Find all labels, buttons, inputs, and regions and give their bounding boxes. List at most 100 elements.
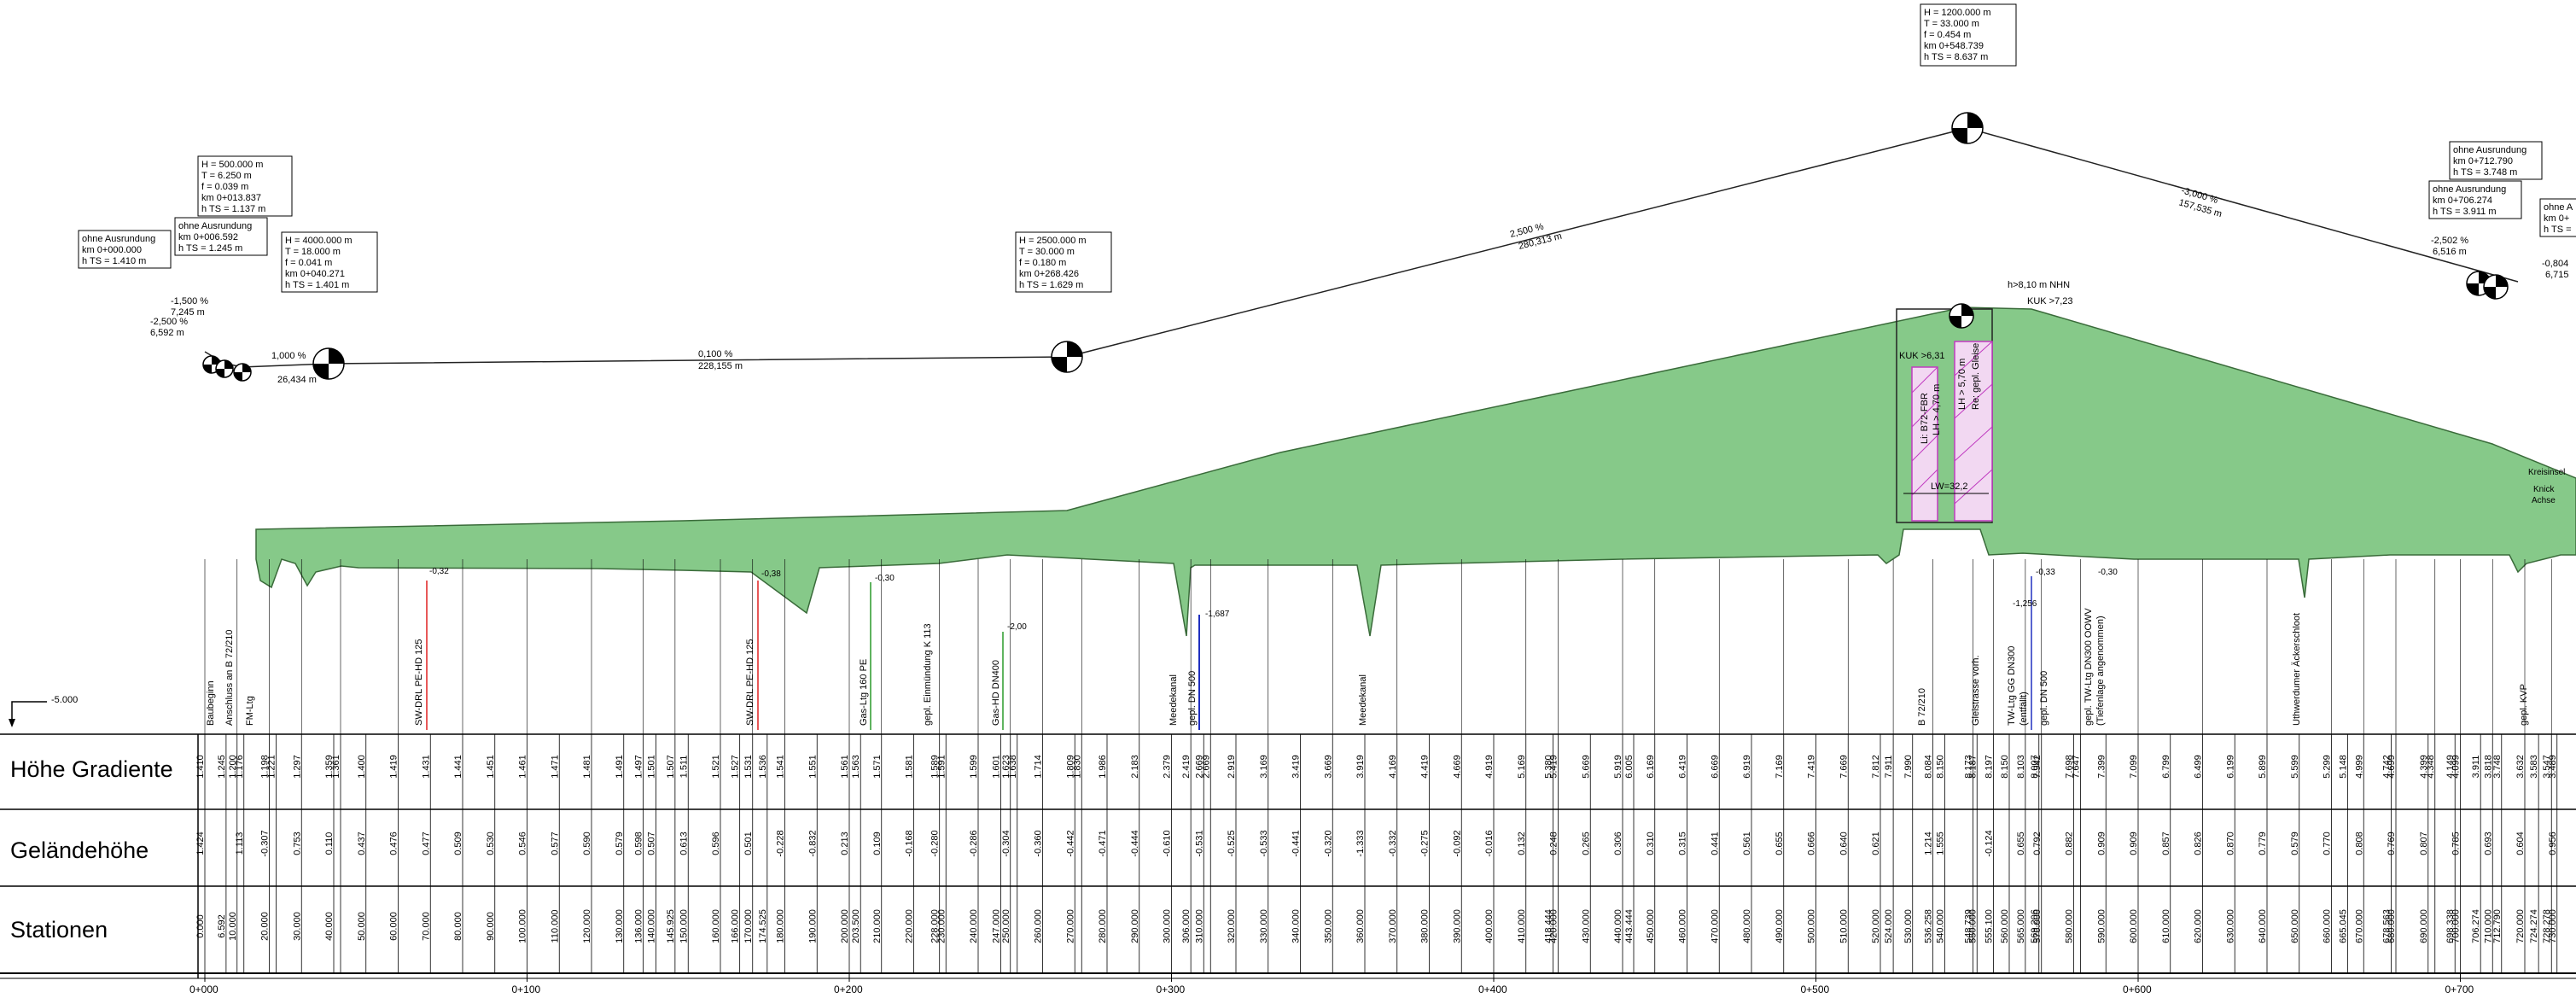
terrain-value: -0.332 bbox=[1388, 830, 1398, 856]
terrain-value: 0.753 bbox=[292, 832, 302, 855]
grade-label-1-pct: -1,500 % bbox=[171, 296, 208, 306]
terrain-value: -0.280 bbox=[930, 830, 941, 856]
crossing-label: Uthwerdumer Äckerschloot bbox=[2292, 613, 2302, 726]
terrain-value: 0.437 bbox=[357, 832, 367, 855]
crossing-label: gepl. TW-Ltg DN300 OOWV bbox=[2084, 608, 2094, 726]
gradient-value: 7.812 bbox=[1871, 755, 1881, 779]
gradient-value: 3.632 bbox=[2515, 755, 2526, 779]
no-curve-box-3: ohne Ausrundung km 0+712.790 h TS = 3.74… bbox=[2449, 141, 2543, 180]
station-value: 110.000 bbox=[550, 910, 560, 943]
station-value: 140.000 bbox=[647, 909, 657, 943]
station-value: 370.000 bbox=[1388, 909, 1398, 943]
terrain-value: 0.808 bbox=[2354, 832, 2364, 855]
svg-text:h TS = 1.245 m: h TS = 1.245 m bbox=[178, 243, 242, 254]
station-value: 440.000 bbox=[1613, 909, 1623, 943]
bridge-lw-label: LW=32,2 bbox=[1931, 481, 1968, 492]
station-value: 510.000 bbox=[1839, 909, 1849, 943]
terrain-value: -0.124 bbox=[1984, 830, 1995, 856]
station-value: 340.000 bbox=[1291, 909, 1302, 943]
gradient-value: 1.563 bbox=[851, 755, 861, 779]
terrain-value: 0.561 bbox=[1742, 832, 1752, 855]
gradient-value: 4.699 bbox=[2387, 755, 2397, 779]
terrain-value: -0.092 bbox=[1452, 830, 1462, 856]
station-value: 665.045 bbox=[2339, 909, 2349, 943]
terrain-value: -0.016 bbox=[1484, 830, 1495, 856]
crossing-label: SW-DRL PE-HD 125 bbox=[745, 639, 755, 726]
station-value: 490.000 bbox=[1775, 909, 1785, 943]
gradient-value: 5.148 bbox=[2339, 755, 2349, 779]
gradient-value: 8.150 bbox=[2000, 755, 2010, 779]
bridge-nhn-label: h>8,10 m NHN bbox=[2008, 280, 2070, 290]
pvi-marker bbox=[1949, 303, 1974, 329]
svg-text:-0,33: -0,33 bbox=[2036, 568, 2055, 577]
bridge-kuk-left: KUK >6,31 bbox=[1899, 351, 1945, 361]
station-value: 443.444 bbox=[1624, 909, 1635, 943]
knick-label: Knick bbox=[2533, 485, 2555, 494]
svg-text:km 0+040.271: km 0+040.271 bbox=[285, 269, 345, 279]
station-value: 480.000 bbox=[1742, 909, 1752, 943]
station-value: 70.000 bbox=[421, 912, 431, 941]
station-value: 30.000 bbox=[292, 912, 302, 941]
gradient-value: 1.200 bbox=[228, 755, 238, 779]
gradient-value: 2.419 bbox=[1181, 755, 1192, 779]
terrain-value: 0.857 bbox=[2161, 832, 2171, 855]
grade-label-4-len: 228,155 m bbox=[698, 361, 743, 371]
gradient-value: 7.647 bbox=[2072, 755, 2082, 779]
station-value: 203.500 bbox=[851, 909, 861, 943]
station-value: 670.000 bbox=[2354, 909, 2364, 943]
pvi-marker bbox=[312, 347, 345, 380]
gradient-value: 7.399 bbox=[2096, 755, 2107, 779]
station-value: 660.000 bbox=[2322, 909, 2333, 943]
station-value: 6.592 bbox=[217, 914, 227, 938]
terrain-value: 1.424 bbox=[195, 832, 206, 855]
terrain-value: -0.228 bbox=[776, 830, 786, 856]
svg-text:-1,687: -1,687 bbox=[1205, 610, 1230, 619]
gradient-value: 8.197 bbox=[1984, 755, 1995, 779]
svg-text:-2,00: -2,00 bbox=[1007, 622, 1027, 632]
km-mark: 0+000 bbox=[189, 983, 219, 995]
crossing-label: B 72/210 bbox=[1917, 688, 1927, 726]
svg-text:-0,30: -0,30 bbox=[2098, 568, 2118, 577]
crossing-label: gepl. DN 500 bbox=[2039, 671, 2049, 726]
station-value: 728.278 bbox=[2542, 909, 2552, 943]
gradient-value: 1.571 bbox=[872, 755, 883, 779]
gradient-value: 1.198 bbox=[260, 755, 271, 779]
svg-text:h TS =: h TS = bbox=[2544, 225, 2572, 235]
gradient-value: 1.297 bbox=[292, 755, 302, 779]
station-value: 0.000 bbox=[195, 914, 206, 938]
gradient-value: 1.601 bbox=[991, 755, 1001, 779]
svg-text:f = 0.180 m: f = 0.180 m bbox=[1019, 258, 1066, 268]
svg-text:T = 18.000 m: T = 18.000 m bbox=[285, 247, 341, 257]
station-value: 250.000 bbox=[1001, 909, 1011, 943]
terrain-value: 0.315 bbox=[1678, 832, 1688, 855]
crossing-label: Anschluss an B 72/210 bbox=[224, 629, 235, 726]
station-value: 565.000 bbox=[2016, 909, 2026, 943]
terrain-value: 0.579 bbox=[615, 832, 625, 855]
gradient-value: 5.669 bbox=[1581, 755, 1591, 779]
station-value: 50.000 bbox=[357, 912, 367, 941]
crossing-label: FM-Ltg bbox=[245, 696, 255, 726]
svg-text:H = 500.000 m: H = 500.000 m bbox=[201, 160, 263, 170]
achse-label: Achse bbox=[2532, 496, 2556, 505]
svg-text:T = 6.250 m: T = 6.250 m bbox=[201, 171, 252, 181]
crossing-label: Meedekanal bbox=[1169, 674, 1179, 726]
gradient-value: 6.669 bbox=[1710, 755, 1720, 779]
terrain-value: -0.168 bbox=[905, 830, 915, 856]
terrain-value: -0.307 bbox=[260, 830, 271, 856]
station-value: 160.000 bbox=[711, 909, 721, 943]
svg-text:-0,38: -0,38 bbox=[761, 569, 781, 579]
terrain-value: -0.304 bbox=[1001, 830, 1011, 856]
station-value: 290.000 bbox=[1130, 909, 1140, 943]
kreisinsel-label: Kreisinsel bbox=[2528, 468, 2565, 477]
station-value: 310.000 bbox=[1194, 909, 1204, 943]
gradient-value: 5.599 bbox=[2290, 755, 2300, 779]
station-value: 530.000 bbox=[1903, 909, 1914, 943]
gradient-value: 1.491 bbox=[615, 755, 625, 779]
vertical-curve-box-1: H = 500.000 m T = 6.250 m f = 0.039 m km… bbox=[197, 155, 293, 217]
km-mark: 0+400 bbox=[1478, 983, 1507, 995]
station-value: 200.000 bbox=[840, 909, 850, 943]
crossing-label: (Tiefenlage angenommen) bbox=[2095, 616, 2106, 726]
gradient-value: 2.379 bbox=[1163, 755, 1173, 779]
terrain-value: 0.909 bbox=[2129, 832, 2139, 855]
station-value: 698.338 bbox=[2445, 909, 2456, 943]
